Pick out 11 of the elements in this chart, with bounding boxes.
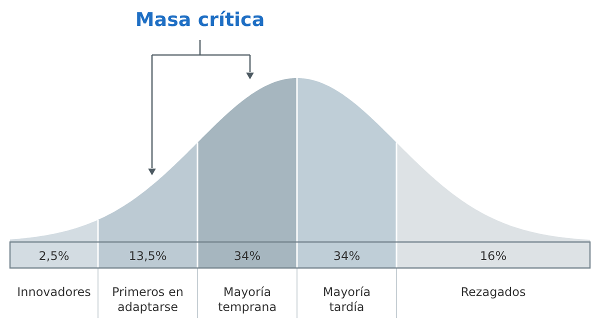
text: Masa crítica [135,9,265,31]
category-label: Primeros en adaptarse [112,285,184,314]
category-label: Innovadores [17,285,91,299]
category-label: Mayoría tardía [322,285,371,314]
data-label: 34% [333,249,360,263]
data-label: 2,5% [38,249,70,263]
category-label: Rezagados [460,285,526,299]
data-label: 13,5% [128,249,167,263]
data-label: 16% [480,249,507,263]
category-label: Mayoría temprana [218,285,277,314]
data-label: 34% [234,249,261,263]
